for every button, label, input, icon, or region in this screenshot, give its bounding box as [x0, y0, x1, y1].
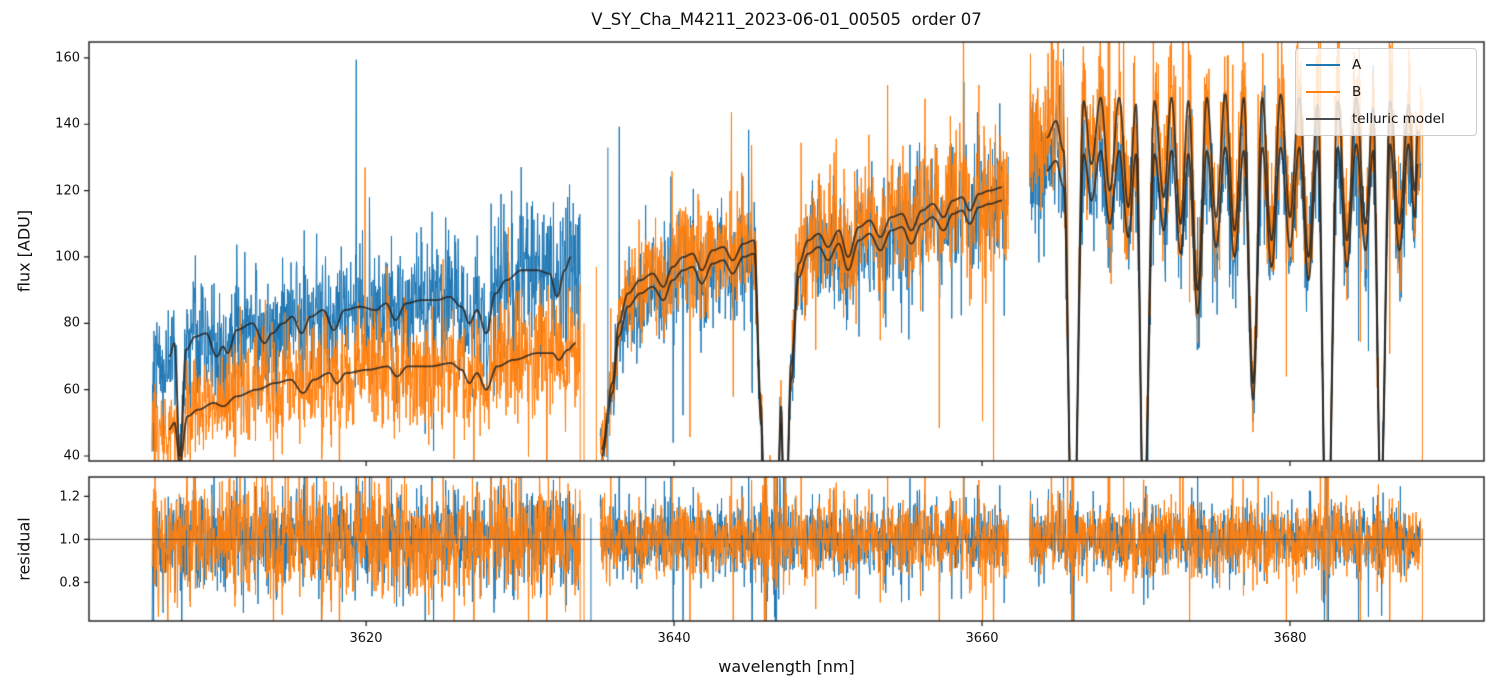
flux-y-axis-label: flux [ADU] — [14, 209, 34, 293]
legend-label-telluric-model: telluric model — [1352, 111, 1445, 128]
x-axis-label: wavelength [nm] — [718, 657, 855, 676]
legend-line-a — [1306, 63, 1340, 66]
xtick-3660: 3660 — [965, 631, 999, 646]
xtick-3620: 3620 — [349, 631, 383, 646]
ytick-flux-140: 140 — [55, 116, 80, 132]
legend-item-b: B — [1296, 79, 1476, 105]
legend-label-b: B — [1352, 83, 1362, 100]
ytick-residual-1.0: 1.0 — [59, 532, 80, 548]
xtick-3640: 3640 — [657, 631, 691, 646]
ytick-flux-40: 40 — [63, 448, 80, 464]
xtick-3680: 3680 — [1273, 631, 1307, 646]
legend-item-telluric-model: telluric model — [1296, 106, 1476, 132]
legend: A B telluric model — [1295, 48, 1477, 136]
ytick-residual-1.2: 1.2 — [59, 489, 80, 505]
legend-item-a: A — [1296, 52, 1476, 78]
legend-line-telluric-model — [1306, 118, 1340, 121]
ytick-flux-100: 100 — [55, 249, 80, 265]
residual-y-axis-label: residual — [14, 517, 34, 581]
ytick-flux-160: 160 — [55, 50, 80, 66]
ytick-flux-120: 120 — [55, 183, 80, 199]
ytick-residual-0.8: 0.8 — [59, 575, 80, 591]
ytick-flux-80: 80 — [63, 315, 80, 331]
legend-line-b — [1306, 90, 1340, 93]
chart-title: V_SY_Cha_M4211_2023-06-01_00505 order 07 — [591, 10, 982, 29]
ytick-flux-60: 60 — [63, 382, 80, 398]
legend-label-a: A — [1352, 56, 1362, 73]
